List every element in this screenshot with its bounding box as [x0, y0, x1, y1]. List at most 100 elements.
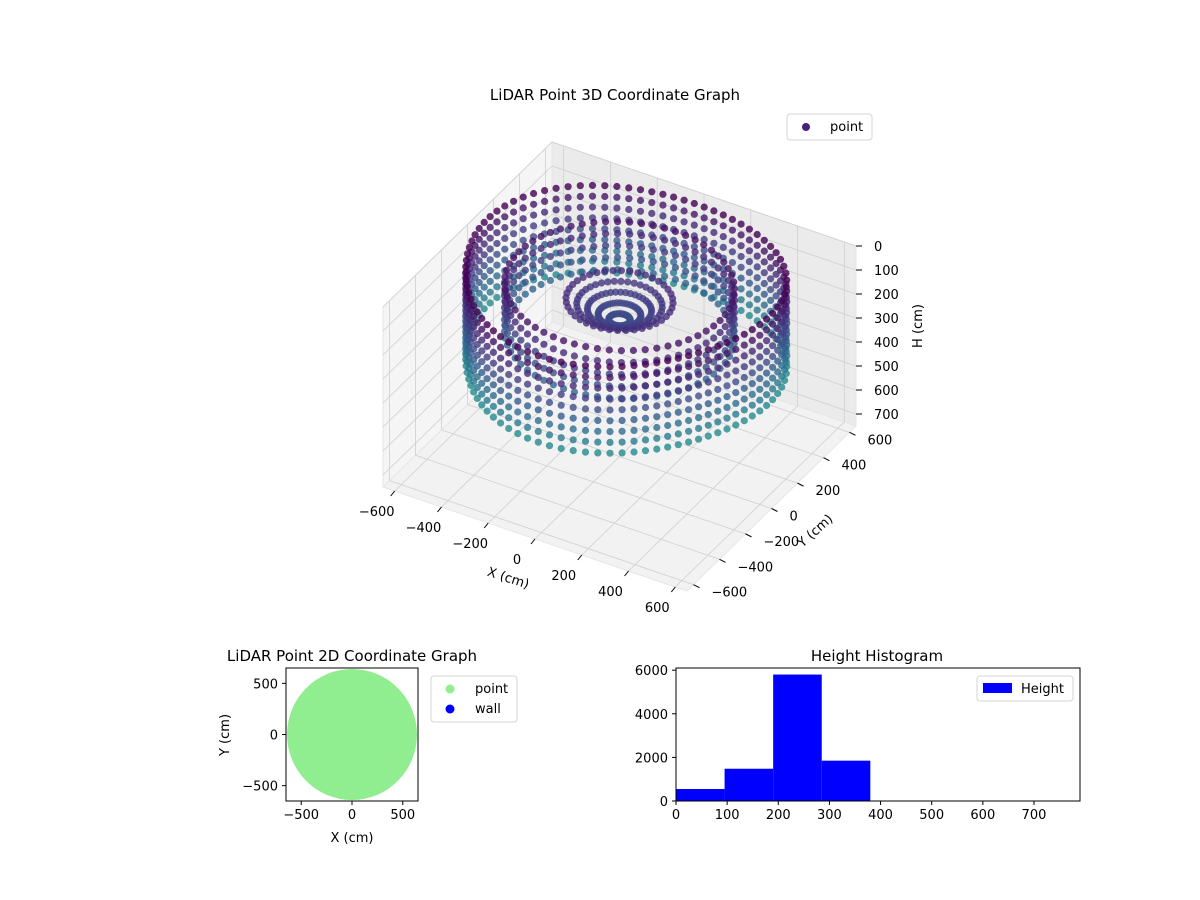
y-tick-label: 200: [816, 484, 841, 499]
point-marker: [695, 381, 703, 389]
point-marker: [748, 412, 756, 420]
point-marker: [653, 434, 661, 442]
point-marker: [613, 182, 621, 191]
point-marker: [590, 218, 598, 227]
point-marker: [774, 379, 782, 387]
grid-line-z-side: [382, 141, 553, 308]
point-marker: [501, 213, 509, 221]
point-marker: [569, 414, 577, 422]
point-marker: [769, 396, 777, 404]
point-marker: [730, 278, 738, 286]
point-marker: [737, 252, 745, 261]
point-marker: [625, 259, 633, 268]
point-marker: [489, 338, 497, 346]
point-marker: [685, 416, 693, 425]
point-marker: [641, 425, 650, 433]
x-tick-label: 600: [645, 601, 670, 616]
point-marker: [763, 315, 771, 323]
point-marker: [486, 213, 494, 221]
point-marker: [648, 263, 656, 271]
point-marker: [586, 271, 594, 279]
point-marker: [483, 353, 491, 361]
point-marker: [728, 226, 737, 234]
point-marker: [700, 214, 708, 222]
point-marker: [602, 254, 610, 262]
point-marker: [489, 370, 497, 378]
point-marker: [582, 355, 590, 363]
point-marker: [707, 270, 716, 278]
point-marker: [480, 283, 488, 291]
point-marker: [653, 344, 661, 352]
point-marker: [769, 363, 777, 371]
point-marker: [557, 401, 565, 409]
point-marker: [505, 424, 513, 433]
point-marker: [545, 420, 554, 428]
point-marker: [540, 340, 548, 348]
grid-line-y-floor: [519, 353, 824, 459]
point-marker: [648, 188, 656, 196]
x-tick-label: 200: [551, 569, 576, 584]
point-marker: [590, 254, 598, 263]
point-marker: [756, 320, 764, 329]
point-marker: [493, 229, 501, 237]
point-marker: [756, 364, 764, 372]
point-marker: [664, 389, 672, 397]
point-marker: [557, 369, 565, 377]
point-marker: [569, 403, 577, 411]
point-marker: [497, 333, 505, 341]
point-marker: [493, 283, 501, 291]
point-marker: [581, 394, 590, 402]
point-marker: [594, 416, 602, 425]
point-marker: [778, 297, 786, 305]
point-marker: [509, 230, 518, 238]
point-marker: [605, 326, 613, 334]
point-marker: [641, 346, 649, 354]
point-marker: [626, 267, 634, 275]
point-marker: [664, 357, 672, 365]
point-marker: [483, 342, 491, 350]
point-marker: [691, 248, 699, 256]
point-marker: [467, 295, 475, 303]
point-marker: [625, 249, 633, 257]
point-marker: [763, 358, 771, 366]
point-marker: [594, 438, 602, 446]
point-marker: [664, 411, 672, 419]
point-marker: [769, 320, 777, 328]
chart-2d-xlabel: X (cm): [331, 831, 374, 846]
point-marker: [602, 218, 610, 226]
point-marker: [509, 219, 518, 227]
point-marker: [517, 336, 525, 344]
point-marker: [480, 272, 488, 280]
point-marker: [740, 395, 748, 403]
point-marker: [756, 396, 764, 404]
point-marker: [714, 364, 722, 372]
point-marker: [653, 359, 661, 367]
grid-line-z-back: [551, 141, 857, 247]
point-marker: [732, 421, 740, 429]
point-marker: [641, 271, 650, 279]
point-marker: [661, 236, 669, 244]
z-tick-label: 500: [874, 360, 899, 375]
point-marker: [569, 447, 577, 455]
point-marker: [704, 346, 712, 354]
point-marker: [710, 370, 718, 378]
point-marker: [714, 375, 722, 383]
point-marker: [622, 326, 630, 334]
point-marker: [704, 432, 712, 440]
point-marker: [581, 416, 590, 424]
point-marker: [483, 331, 491, 340]
point-marker: [497, 354, 505, 362]
x-tick-label: 600: [970, 808, 995, 823]
point-marker: [763, 326, 771, 334]
point-marker: [674, 354, 682, 362]
point-marker: [588, 192, 597, 200]
point-marker: [473, 351, 481, 359]
point-marker: [483, 375, 491, 383]
x-tick-mark: [530, 538, 536, 545]
x-tick-mark: [624, 570, 629, 577]
point-marker: [774, 346, 782, 354]
point-marker: [753, 230, 761, 239]
point-marker: [753, 263, 761, 271]
point-marker: [514, 397, 522, 405]
point-marker: [634, 269, 642, 277]
